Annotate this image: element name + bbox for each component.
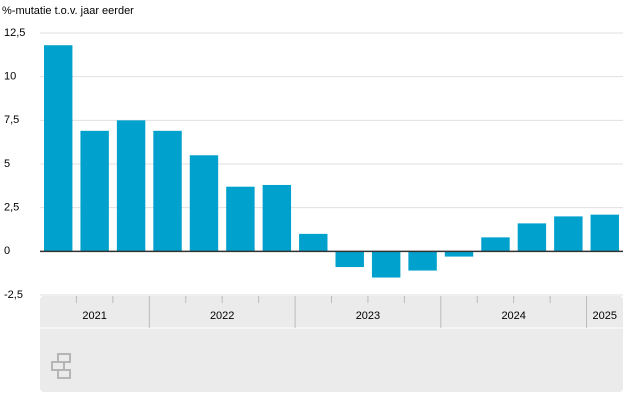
y-tick-label: 0 bbox=[4, 245, 10, 257]
x-group-label: 2022 bbox=[210, 310, 234, 322]
bar bbox=[262, 184, 292, 252]
bar bbox=[444, 251, 474, 257]
bar bbox=[80, 130, 109, 252]
y-tick-label: 12,5 bbox=[4, 27, 25, 39]
bar bbox=[299, 233, 328, 252]
bar bbox=[517, 223, 547, 252]
bar bbox=[554, 216, 583, 252]
axis-panel bbox=[40, 296, 623, 392]
bar bbox=[189, 155, 219, 252]
bar bbox=[481, 237, 510, 252]
logo bbox=[51, 353, 71, 379]
x-group-label: 2025 bbox=[593, 310, 617, 322]
bar bbox=[371, 251, 401, 278]
bar bbox=[590, 214, 619, 252]
x-group-label: 2024 bbox=[501, 310, 525, 322]
bar bbox=[44, 45, 73, 252]
bar bbox=[153, 130, 182, 252]
x-group-label: 2021 bbox=[82, 310, 106, 322]
x-group-label: 2023 bbox=[356, 310, 380, 322]
bar bbox=[226, 186, 255, 252]
bar bbox=[335, 251, 364, 268]
bar bbox=[116, 120, 146, 252]
y-tick-label: 2,5 bbox=[4, 202, 19, 214]
y-tick-label: 7,5 bbox=[4, 114, 19, 126]
chart-title: %-mutatie t.o.v. jaar eerder bbox=[2, 5, 134, 17]
y-tick-label: -2,5 bbox=[4, 289, 23, 301]
y-tick-label: 5 bbox=[4, 158, 10, 170]
y-tick-label: 10 bbox=[4, 71, 16, 83]
bar bbox=[408, 251, 437, 271]
